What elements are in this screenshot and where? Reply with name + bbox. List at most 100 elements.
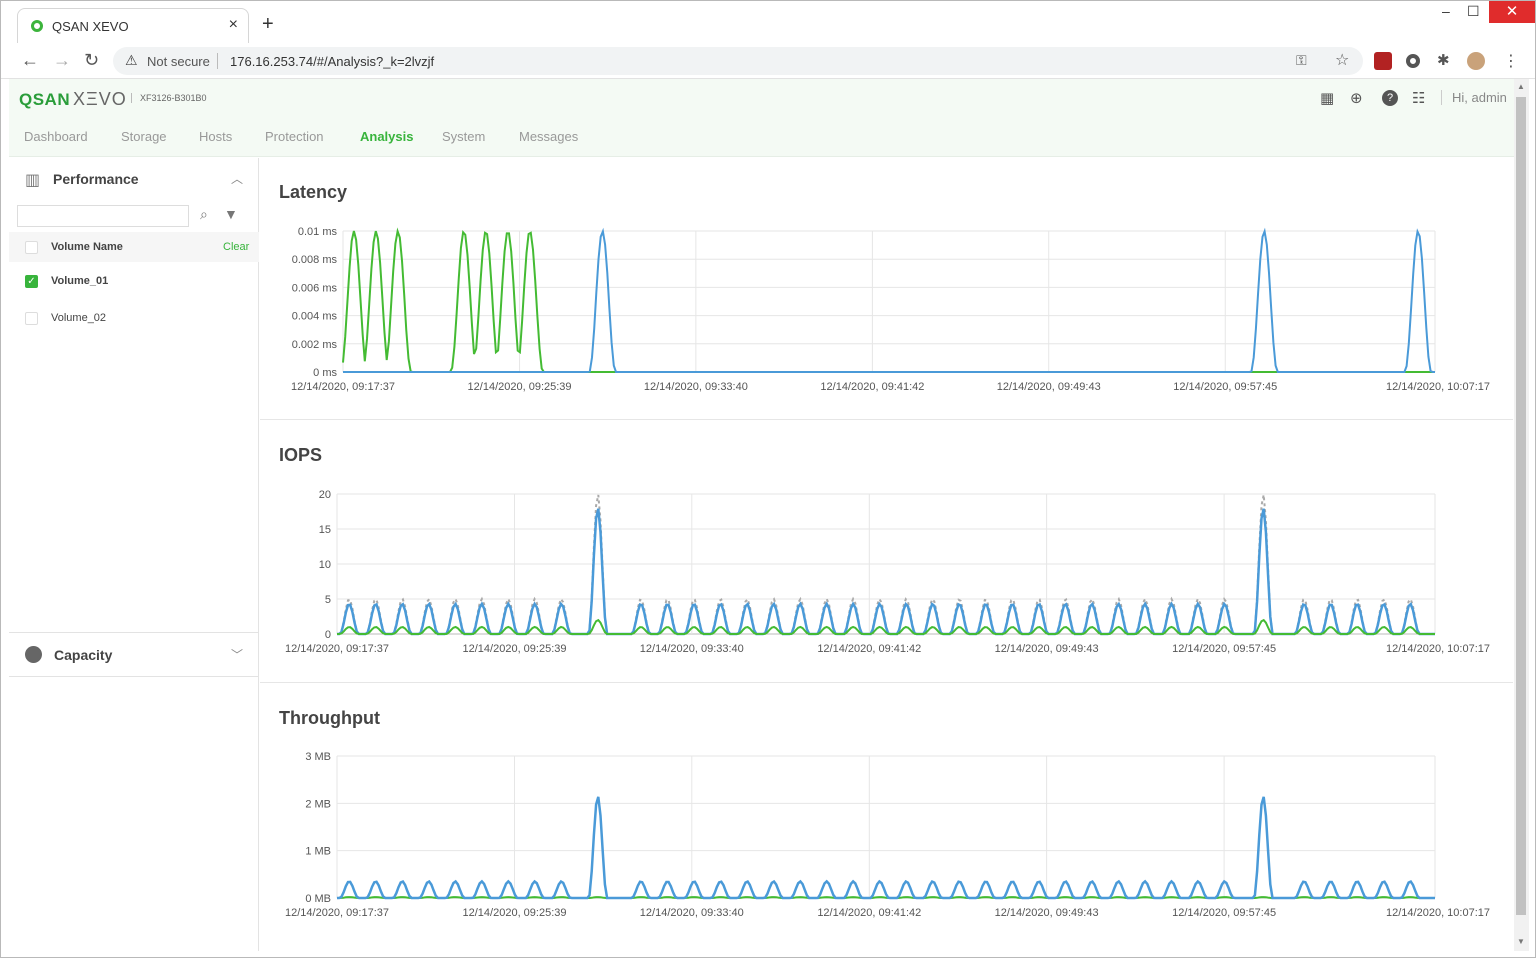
- iops-title: IOPS: [279, 445, 323, 465]
- qsan-favicon-icon: [31, 20, 43, 32]
- qsan-logo: QSAN: [19, 90, 71, 109]
- x-tick-label: 12/14/2020, 09:49:43: [995, 643, 1099, 655]
- key-icon[interactable]: ⚿: [1296, 52, 1307, 68]
- minimize-button[interactable]: –: [1442, 3, 1450, 19]
- volume-list-header: Volume Name: [9, 232, 259, 262]
- app-header: QSAN XΞVO XF3126-B301B0 ▦ ⊕ ? ☷ Hi, admi…: [9, 79, 1514, 157]
- address-bar-row: ← → ↻ ⚠ Not secure 176.16.253.74/#/Analy…: [1, 43, 1535, 79]
- chevron-down-icon[interactable]: ﹀: [231, 648, 244, 662]
- help-icon[interactable]: ?: [1382, 90, 1398, 106]
- x-tick-label: 12/14/2020, 09:33:40: [640, 907, 744, 919]
- sidebar: ▥ Performance ︿ ⌕ ▼ Volume Name Clear ✓ …: [9, 158, 259, 951]
- scrollbar-thumb[interactable]: [1516, 97, 1526, 915]
- volume-01-label[interactable]: Volume_01: [51, 275, 109, 287]
- url-field[interactable]: ⚠ Not secure 176.16.253.74/#/Analysis?_k…: [113, 47, 1363, 75]
- volume-02-checkbox[interactable]: [25, 312, 38, 325]
- new-tab-button[interactable]: +: [262, 13, 274, 35]
- x-tick-label: 12/14/2020, 09:17:37: [285, 907, 389, 919]
- user-greeting[interactable]: Hi, admin: [1441, 90, 1507, 105]
- volume-name-header: Volume Name: [51, 241, 123, 253]
- grid-icon[interactable]: ▦: [1320, 90, 1335, 107]
- x-tick-label: 12/14/2020, 09:49:43: [997, 381, 1101, 393]
- x-tick-label: 12/14/2020, 09:49:43: [995, 907, 1099, 919]
- tab-close-icon[interactable]: ×: [228, 16, 238, 33]
- y-tick-label: 0.008 ms: [292, 254, 338, 266]
- y-tick-label: 1 MB: [305, 846, 331, 858]
- maximize-button[interactable]: ☐: [1467, 3, 1480, 19]
- performance-section-header[interactable]: ▥ Performance ︿: [9, 158, 259, 202]
- x-tick-label: 12/14/2020, 09:33:40: [640, 643, 744, 655]
- x-tick-label: 12/14/2020, 09:25:39: [468, 381, 572, 393]
- back-arrow-icon[interactable]: ←: [21, 50, 39, 70]
- network-icon[interactable]: ☷: [1412, 90, 1426, 107]
- star-icon[interactable]: ☆: [1335, 52, 1350, 69]
- x-tick-label: 12/14/2020, 10:07:17: [1386, 381, 1490, 393]
- tab-system[interactable]: System: [442, 129, 486, 144]
- url-separator: [217, 53, 218, 69]
- capacity-label: Capacity: [54, 647, 113, 663]
- puzzle-extension-icon[interactable]: ✱: [1437, 52, 1450, 69]
- x-tick-label: 12/14/2020, 09:57:45: [1173, 381, 1277, 393]
- pie-chart-icon: [25, 646, 42, 663]
- url-text[interactable]: 176.16.253.74/#/Analysis?_k=2lvzjf: [230, 54, 435, 69]
- volume-01-checkbox[interactable]: ✓: [25, 275, 38, 288]
- tab-hosts[interactable]: Hosts: [199, 129, 233, 144]
- model-number: XF3126-B301B0: [131, 93, 207, 103]
- bar-chart-icon: ▥: [25, 172, 41, 189]
- iops-series-green: [337, 618, 1435, 635]
- latency-panel: Latency 0 ms 0.002 ms 0.004 ms 0.006 ms 0.00…: [260, 158, 1513, 420]
- chevron-up-icon[interactable]: ︿: [231, 172, 244, 186]
- y-tick-label: 0 ms: [313, 367, 337, 379]
- search-icon[interactable]: ⌕: [200, 206, 208, 222]
- y-tick-label: 0: [325, 629, 331, 641]
- volume-search-input[interactable]: [17, 205, 189, 227]
- clear-link[interactable]: Clear: [223, 241, 250, 253]
- tab-dashboard[interactable]: Dashboard: [24, 129, 88, 144]
- reload-icon[interactable]: ↻: [84, 50, 100, 70]
- window-close-button[interactable]: ✕: [1489, 1, 1535, 23]
- x-tick-label: 12/14/2020, 10:07:17: [1386, 643, 1490, 655]
- forward-arrow-icon[interactable]: →: [53, 50, 71, 70]
- tab-title: QSAN XEVO: [52, 19, 129, 34]
- x-tick-label: 12/14/2020, 09:41:42: [817, 907, 921, 919]
- page-scrollbar[interactable]: ▲ ▼: [1514, 79, 1529, 951]
- y-tick-label: 3 MB: [305, 751, 331, 763]
- performance-label: Performance: [53, 171, 139, 187]
- profile-avatar-icon[interactable]: [1467, 52, 1485, 70]
- browser-tab[interactable]: QSAN XEVO ×: [17, 8, 249, 43]
- pdf-extension-icon[interactable]: [1374, 52, 1392, 70]
- kebab-menu-icon[interactable]: ⋮: [1503, 53, 1519, 70]
- select-all-checkbox[interactable]: [25, 241, 38, 254]
- x-tick-label: 12/14/2020, 09:17:37: [291, 381, 395, 393]
- tab-storage[interactable]: Storage: [121, 129, 167, 144]
- y-tick-label: 10: [319, 559, 331, 571]
- x-tick-label: 12/14/2020, 09:57:45: [1172, 643, 1276, 655]
- circle-extension-icon[interactable]: [1406, 54, 1420, 68]
- x-tick-label: 12/14/2020, 09:33:40: [644, 381, 748, 393]
- x-tick-label: 12/14/2020, 09:57:45: [1172, 907, 1276, 919]
- x-tick-label: 12/14/2020, 09:41:42: [820, 381, 924, 393]
- tab-analysis[interactable]: Analysis: [360, 129, 414, 144]
- throughput-title: Throughput: [279, 708, 380, 728]
- y-tick-label: 2 MB: [305, 798, 331, 810]
- tab-protection[interactable]: Protection: [265, 129, 324, 144]
- iops-panel: IOPS 0 5 10 15 20 12/14/2020, 09:17:37 12/14/2…: [260, 421, 1513, 683]
- tab-messages[interactable]: Messages: [519, 129, 579, 144]
- filter-icon[interactable]: ▼: [224, 206, 238, 222]
- throughput-series-green: [337, 896, 1435, 899]
- x-tick-label: 12/14/2020, 09:25:39: [463, 643, 567, 655]
- throughput-series-blue: [337, 796, 1435, 900]
- x-tick-label: 12/14/2020, 09:25:39: [463, 907, 567, 919]
- not-secure-label[interactable]: Not secure: [147, 54, 210, 69]
- latency-series-blue: [343, 227, 1435, 373]
- y-tick-label: 20: [319, 489, 331, 501]
- latency-chart: 0 ms 0.002 ms 0.004 ms 0.006 ms 0.008 ms 0.01…: [291, 226, 1490, 393]
- scroll-up-icon[interactable]: ▲: [1517, 82, 1525, 91]
- capacity-section-header[interactable]: Capacity ﹀: [9, 632, 259, 677]
- globe-icon[interactable]: ⊕: [1350, 90, 1363, 107]
- latency-title: Latency: [279, 182, 348, 202]
- volume-02-label[interactable]: Volume_02: [51, 312, 107, 324]
- scroll-down-icon[interactable]: ▼: [1517, 937, 1525, 946]
- y-tick-label: 0.002 ms: [292, 339, 338, 351]
